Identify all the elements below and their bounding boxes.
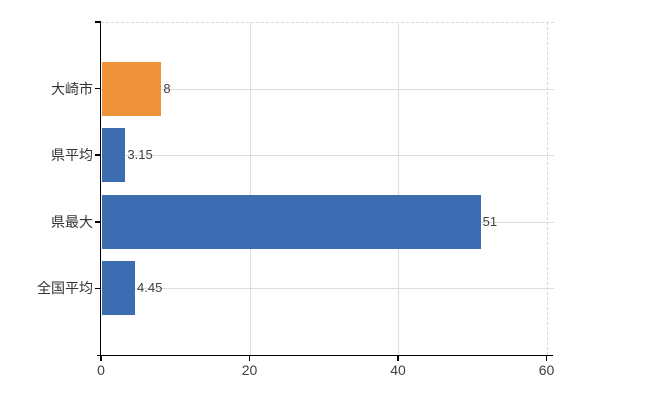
x-tick-label-60: 60	[538, 362, 555, 378]
gridline-horizontal-0	[101, 88, 554, 90]
bar-0	[102, 61, 162, 116]
x-axis-tick-20	[248, 356, 251, 361]
value-label-2: 51	[482, 213, 498, 229]
y-axis-tick-1	[95, 154, 101, 156]
x-tick-label-0: 0	[97, 362, 105, 378]
x-axis-line	[97, 354, 553, 356]
gridline-vertical-20	[249, 22, 251, 355]
x-axis-tick-60	[545, 356, 548, 361]
gridline-horizontal-3	[101, 288, 554, 290]
category-label-3: 全国平均	[37, 280, 93, 297]
x-tick-label-40: 40	[390, 362, 406, 378]
bar-3	[102, 261, 136, 316]
y-axis-tick-3	[95, 287, 101, 290]
value-label-1: 3.15	[127, 147, 153, 163]
y-axis-tick-2	[95, 221, 101, 223]
value-label-3: 4.45	[137, 280, 163, 296]
y-axis-top-tick	[95, 21, 101, 23]
bar-2	[102, 194, 481, 249]
x-tick-label-20: 20	[241, 362, 258, 378]
category-label-2: 県最大	[51, 213, 93, 230]
gridline-vertical-40	[398, 22, 399, 355]
value-label-0: 8	[163, 80, 171, 96]
y-axis-tick-0	[95, 87, 101, 90]
plot-top-dashed-border	[101, 22, 554, 23]
category-label-0: 大崎市	[51, 80, 93, 97]
gridline-horizontal-1	[101, 155, 554, 157]
x-axis-tick-40	[397, 356, 399, 361]
x-axis-tick-0	[100, 356, 102, 361]
category-label-1: 県平均	[51, 147, 93, 164]
plot-area	[101, 22, 554, 355]
bar-1	[102, 128, 126, 183]
gridline-vertical-60	[546, 22, 548, 355]
y-axis-line	[99, 22, 101, 355]
